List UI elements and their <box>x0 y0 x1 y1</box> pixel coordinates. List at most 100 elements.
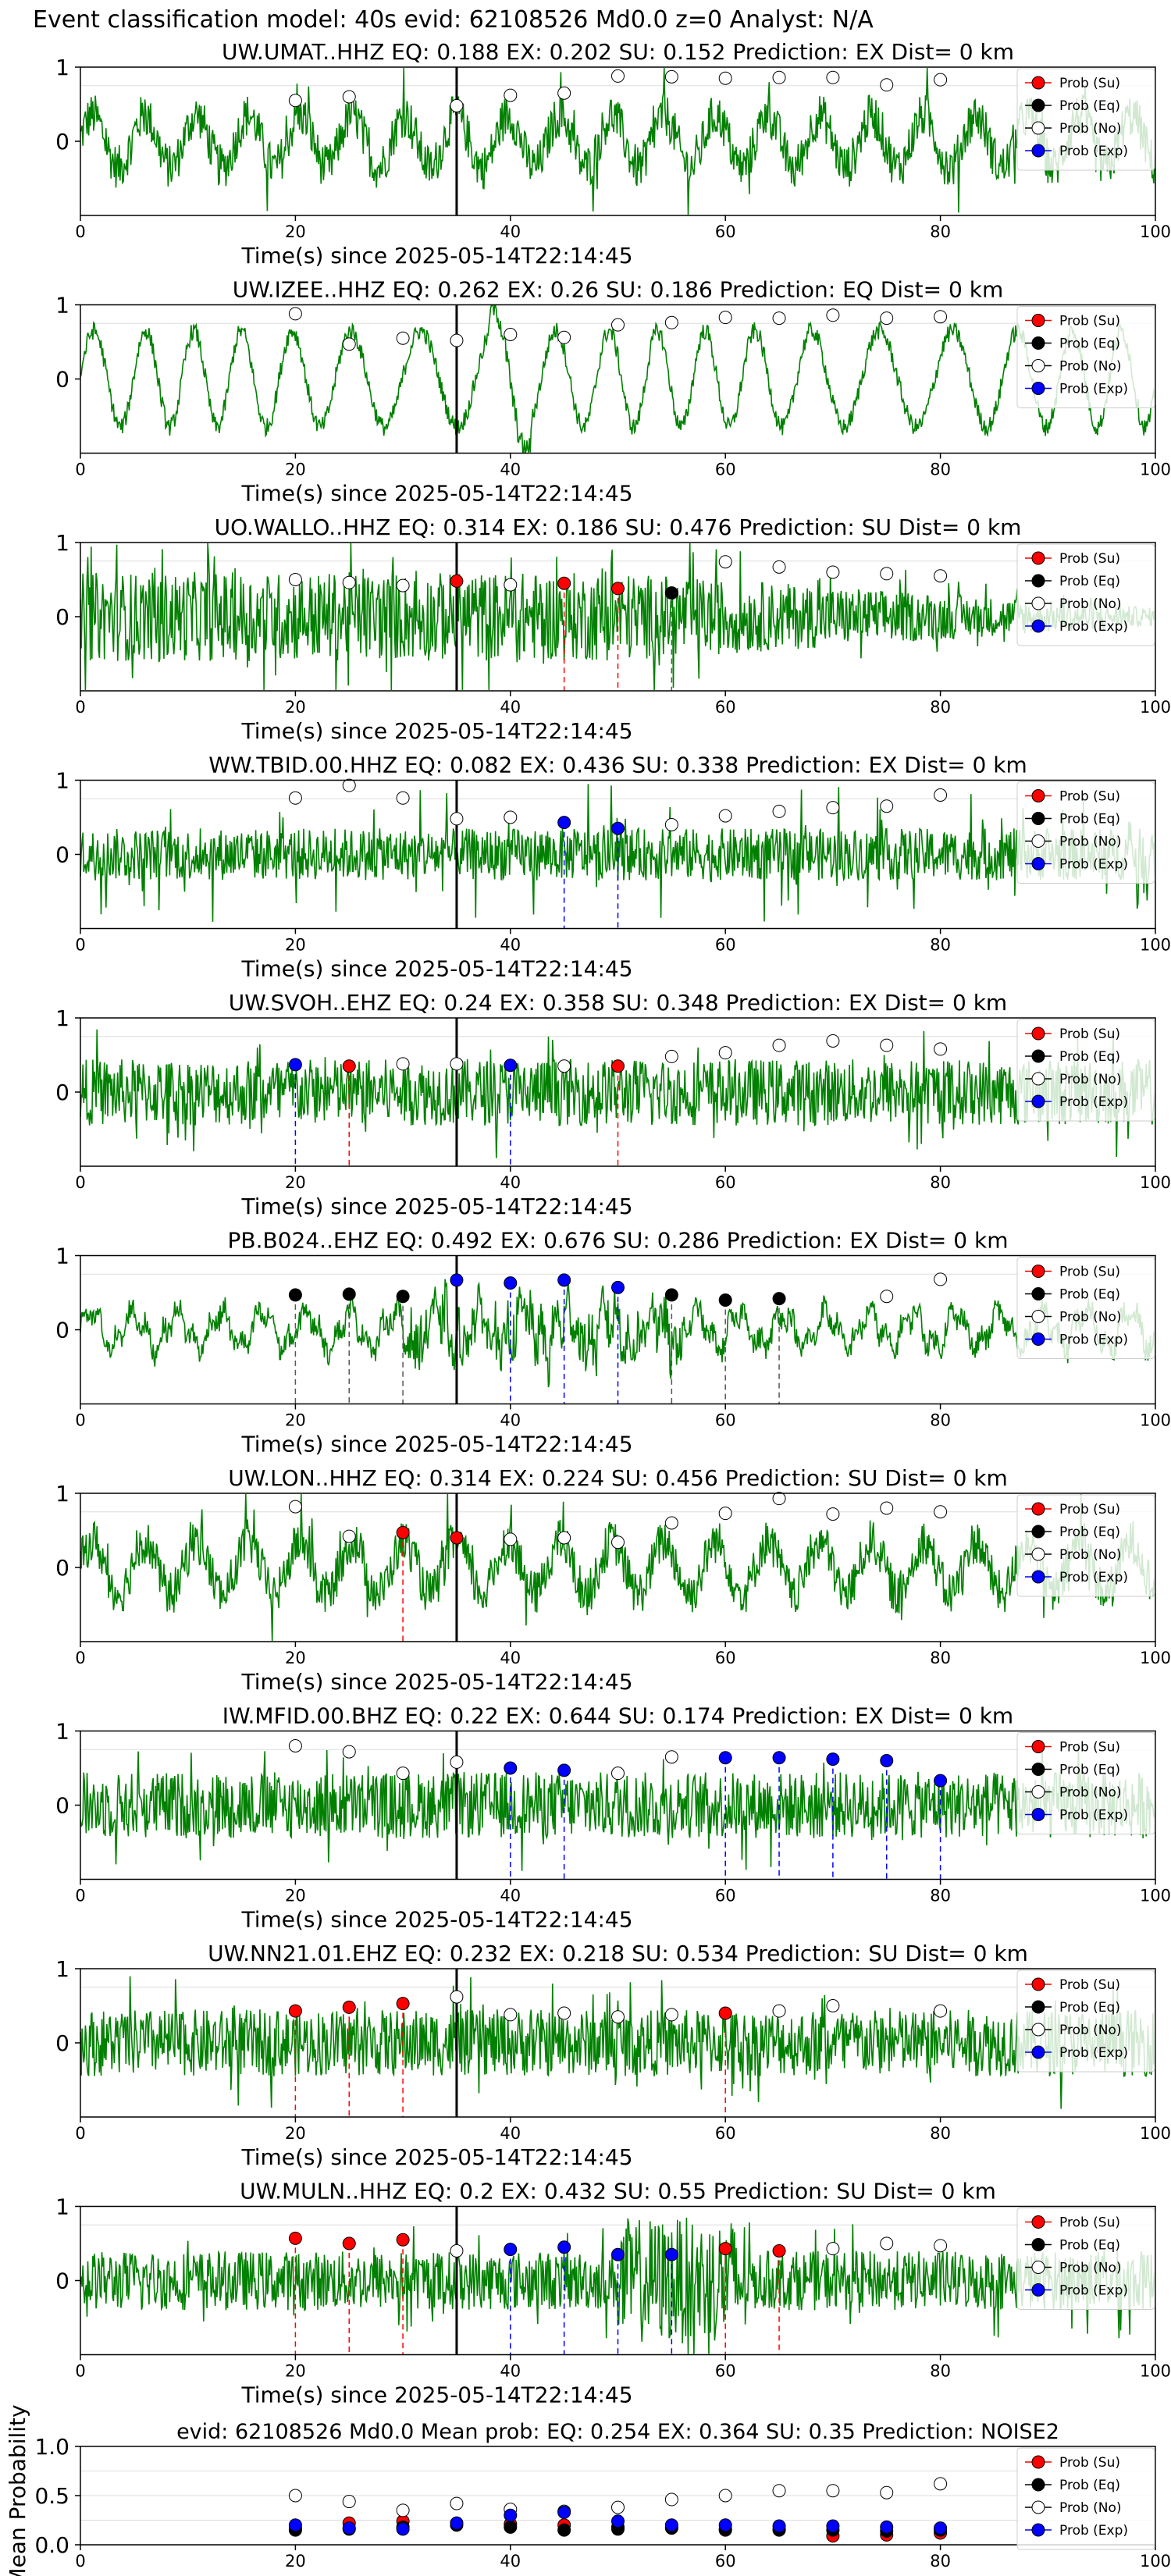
prob-marker-exp <box>934 1774 948 1788</box>
prob-marker-no <box>450 1990 464 2004</box>
panel-title: UW.IZEE..HHZ EQ: 0.262 EX: 0.26 SU: 0.18… <box>233 277 1003 303</box>
prob-marker-no <box>450 333 464 347</box>
y-tick-label: 1 <box>55 293 69 318</box>
legend-marker-eq <box>1031 1287 1045 1300</box>
prob-marker-no <box>557 1531 571 1545</box>
prob-marker-no <box>288 791 302 805</box>
prob-marker-exp <box>611 2247 625 2261</box>
legend-marker-exp <box>1031 382 1045 395</box>
x-tick-label: 20 <box>285 698 306 717</box>
prob-marker-no <box>934 569 948 583</box>
x-tick-label: 20 <box>285 1887 306 1905</box>
prob-marker-no <box>880 799 894 813</box>
prob-marker-no <box>772 2004 786 2018</box>
x-tick-label: 40 <box>500 1411 521 1430</box>
legend-marker-eq <box>1031 1525 1045 1539</box>
prob-marker-no <box>288 1500 302 1514</box>
x-tick-label: 80 <box>930 1173 951 1192</box>
legend-label-eq: Prob (Eq) <box>1059 812 1120 827</box>
x-tick-label: 40 <box>500 461 521 479</box>
mean-prob-marker-exp <box>396 2522 410 2536</box>
prob-marker-no <box>450 2244 464 2258</box>
mean-prob-marker-eq <box>504 2520 518 2534</box>
prob-marker-exp <box>504 1276 518 1290</box>
legend-label-exp: Prob (Exp) <box>1059 2283 1128 2299</box>
y-tick-label: 0 <box>55 842 69 868</box>
mean-prob-marker-exp <box>880 2520 894 2534</box>
y-tick-label: 1 <box>55 1005 69 1031</box>
y-tick-label: 1 <box>55 1244 69 1269</box>
legend-label-su: Prob (Su) <box>1059 1740 1120 1756</box>
x-tick-label: 100 <box>1140 936 1171 955</box>
legend-marker-no <box>1031 834 1045 848</box>
waveform-panel: UO.WALLO..HHZ EQ: 0.314 EX: 0.186 SU: 0.… <box>55 514 1171 744</box>
prob-marker-exp <box>826 1752 840 1767</box>
waveform-panel: UW.IZEE..HHZ EQ: 0.262 EX: 0.26 SU: 0.18… <box>55 277 1171 507</box>
prob-marker-eq <box>664 586 678 600</box>
legend-label-su: Prob (Su) <box>1059 76 1120 91</box>
y-tick-label: 0 <box>55 604 69 630</box>
legend-marker-su <box>1031 314 1045 327</box>
x-tick-label: 60 <box>715 1649 736 1667</box>
legend-marker-su <box>1031 789 1045 802</box>
x-tick-label: 80 <box>930 222 951 241</box>
y-tick-label: 0.5 <box>34 2483 69 2509</box>
x-tick-label: 80 <box>930 936 951 955</box>
x-tick-label: 0 <box>75 461 85 479</box>
x-tick-label: 20 <box>285 1411 306 1430</box>
legend-marker-no <box>1031 359 1045 372</box>
prob-marker-no <box>934 2004 948 2018</box>
legend-box <box>1016 1494 1155 1597</box>
legend-marker-eq <box>1031 1049 1045 1063</box>
legend-marker-eq <box>1031 2478 1045 2492</box>
x-tick-label: 20 <box>285 2362 306 2381</box>
legend-label-eq: Prob (Eq) <box>1059 574 1120 589</box>
y-tick-label: 0 <box>55 1080 69 1105</box>
prob-marker-no <box>772 560 786 574</box>
prob-marker-no <box>396 791 410 805</box>
axes-frame <box>80 1493 1156 1642</box>
prob-marker-no <box>611 318 625 332</box>
prob-marker-no <box>342 337 356 351</box>
x-axis-label: Time(s) since 2025-05-14T22:14:45 <box>240 481 632 507</box>
figure-title: Event classification model: 40s evid: 62… <box>33 6 874 34</box>
mean-prob-marker-no <box>772 2484 786 2498</box>
prob-marker-no <box>342 90 356 104</box>
legend-box <box>1016 306 1155 408</box>
prob-marker-no <box>342 778 356 792</box>
summary-panel: evid: 62108526 Md0.0 Mean prob: EQ: 0.25… <box>5 2404 1171 2576</box>
prob-marker-no <box>772 311 786 326</box>
prob-marker-no <box>611 2010 625 2024</box>
legend-label-no: Prob (No) <box>1059 121 1122 137</box>
mean-prob-marker-no <box>718 2489 732 2503</box>
y-axis-label: Mean Probability <box>5 2404 30 2576</box>
x-tick-label: 0 <box>75 222 85 241</box>
prob-marker-exp <box>880 1754 894 1767</box>
prob-marker-no <box>934 2239 948 2253</box>
legend-marker-eq <box>1031 1763 1045 1776</box>
prob-marker-no <box>664 2008 678 2022</box>
prob-marker-no <box>450 1057 464 1071</box>
prob-marker-no <box>288 1739 302 1752</box>
y-tick-label: 0 <box>55 1793 69 1819</box>
x-tick-label: 0 <box>75 2362 85 2381</box>
prob-marker-no <box>396 1057 410 1071</box>
prob-marker-eq <box>718 1293 732 1307</box>
waveform-trace <box>80 1029 1155 1158</box>
legend-label-no: Prob (No) <box>1059 1310 1122 1325</box>
legend-marker-exp <box>1031 2523 1045 2537</box>
y-tick-label: 1 <box>55 1956 69 1982</box>
legend-marker-exp <box>1031 857 1045 870</box>
legend-marker-exp <box>1031 2283 1045 2297</box>
prob-marker-no <box>880 1501 894 1515</box>
legend-box <box>1016 1257 1155 1359</box>
prob-marker-su <box>396 2233 410 2247</box>
x-axis-label: Time(s) since 2025-05-14T22:14:45 <box>240 1432 632 1457</box>
prob-marker-no <box>826 2242 840 2256</box>
mean-prob-marker-exp <box>934 2521 948 2535</box>
mean-prob-marker-no <box>880 2485 894 2500</box>
prob-marker-no <box>504 328 518 341</box>
prob-marker-no <box>504 2008 518 2022</box>
legend-marker-eq <box>1031 812 1045 825</box>
prob-marker-no <box>557 86 571 100</box>
